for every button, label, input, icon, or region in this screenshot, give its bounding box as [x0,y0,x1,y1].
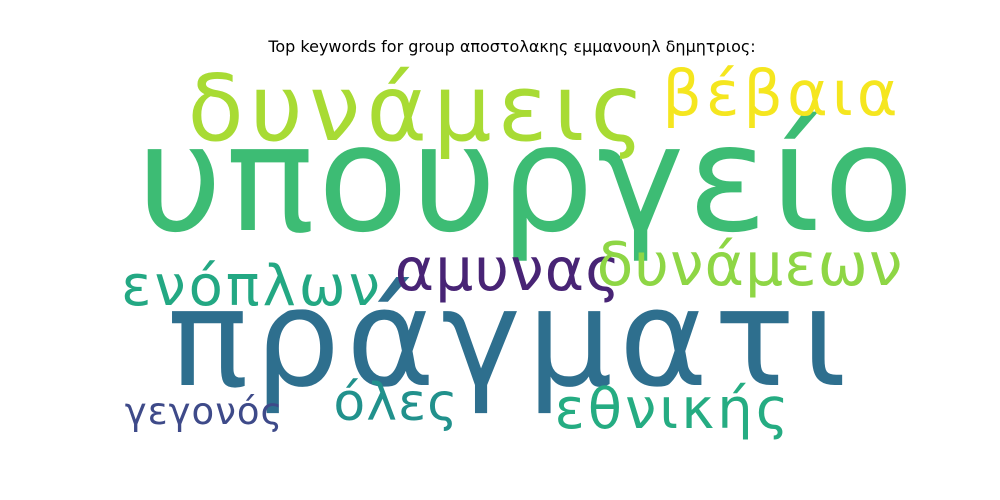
word-dunameis: δυνάμεις [188,55,651,162]
word-dunameon: δυνάμεων [597,230,904,300]
word-upourgeio: υπουργείο [137,93,917,265]
word-bebaia: βέβαια [662,57,901,130]
chart-title: Top keywords for group αποστολακης εμμαν… [267,37,755,56]
word-gegonos: γεγονός [125,390,283,433]
word-ethnikis: εθνικής [554,377,791,442]
word-amunas: αμυνας [395,235,622,305]
word-pragmati: πράγματι [167,260,853,417]
word-enoplon: ενόπλων [121,254,383,319]
word-oles: όλες [333,373,458,433]
